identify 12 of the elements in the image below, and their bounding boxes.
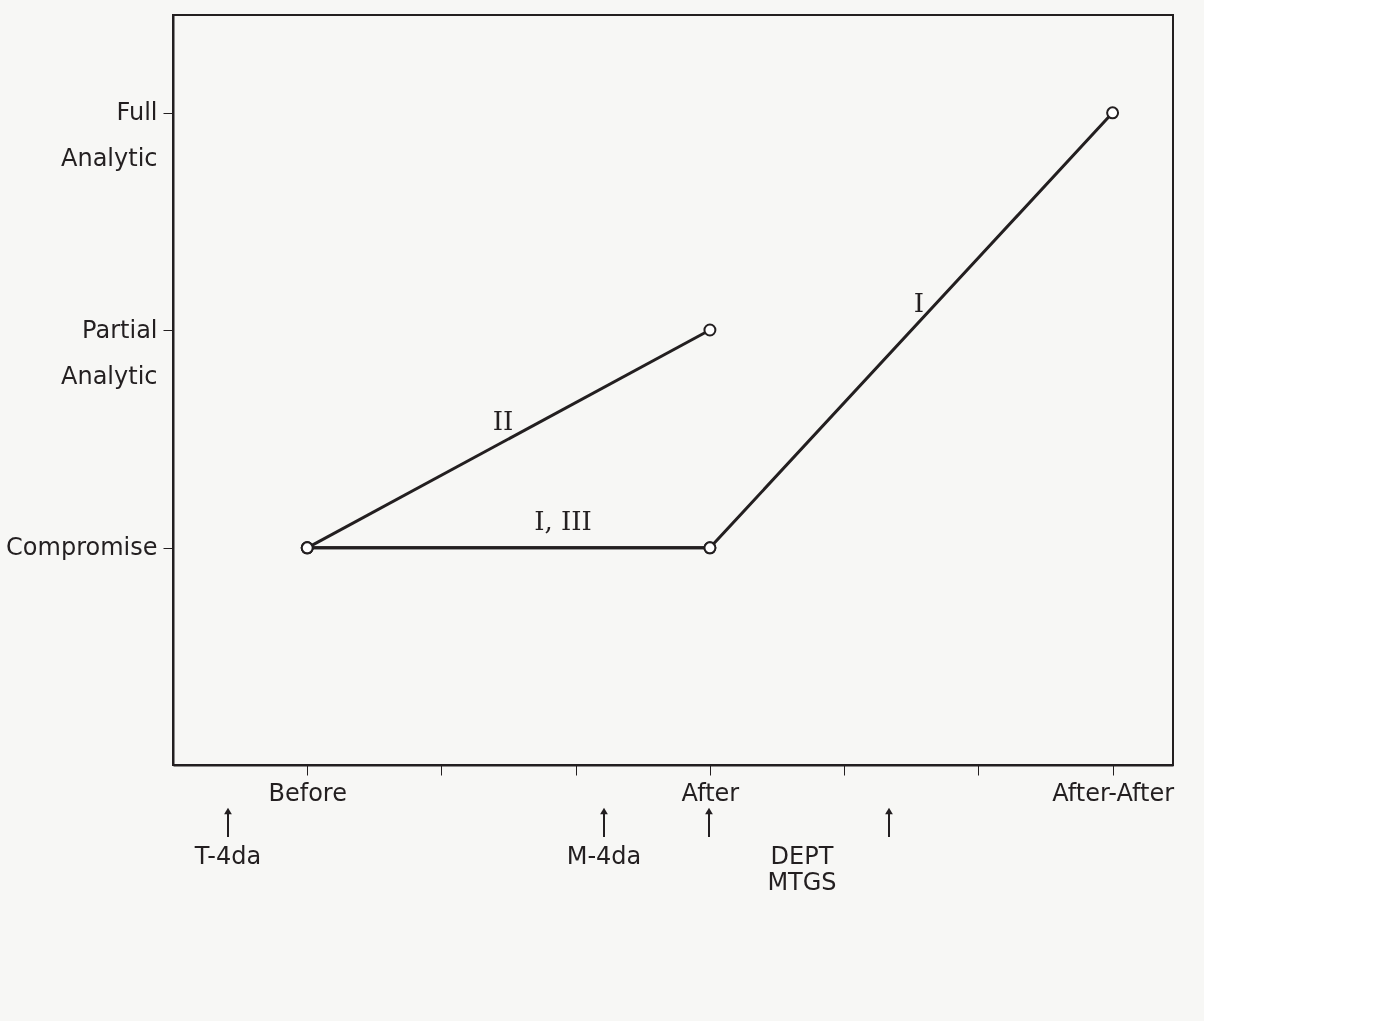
text: Full Analytic xyxy=(61,98,158,173)
annotation: II xyxy=(492,406,514,437)
text: M-4da xyxy=(566,842,642,870)
x-tick-label: Before xyxy=(268,778,347,807)
x-tick-label: After-After xyxy=(1052,778,1175,807)
annotation: I xyxy=(913,287,925,318)
text: DEPT MTGS xyxy=(767,842,837,896)
text: T-4da xyxy=(193,842,262,870)
text: Partial Analytic xyxy=(61,315,158,390)
annotation: I, III xyxy=(534,506,592,536)
text: Compromise xyxy=(6,533,158,562)
x-tick-label: After xyxy=(681,778,740,807)
